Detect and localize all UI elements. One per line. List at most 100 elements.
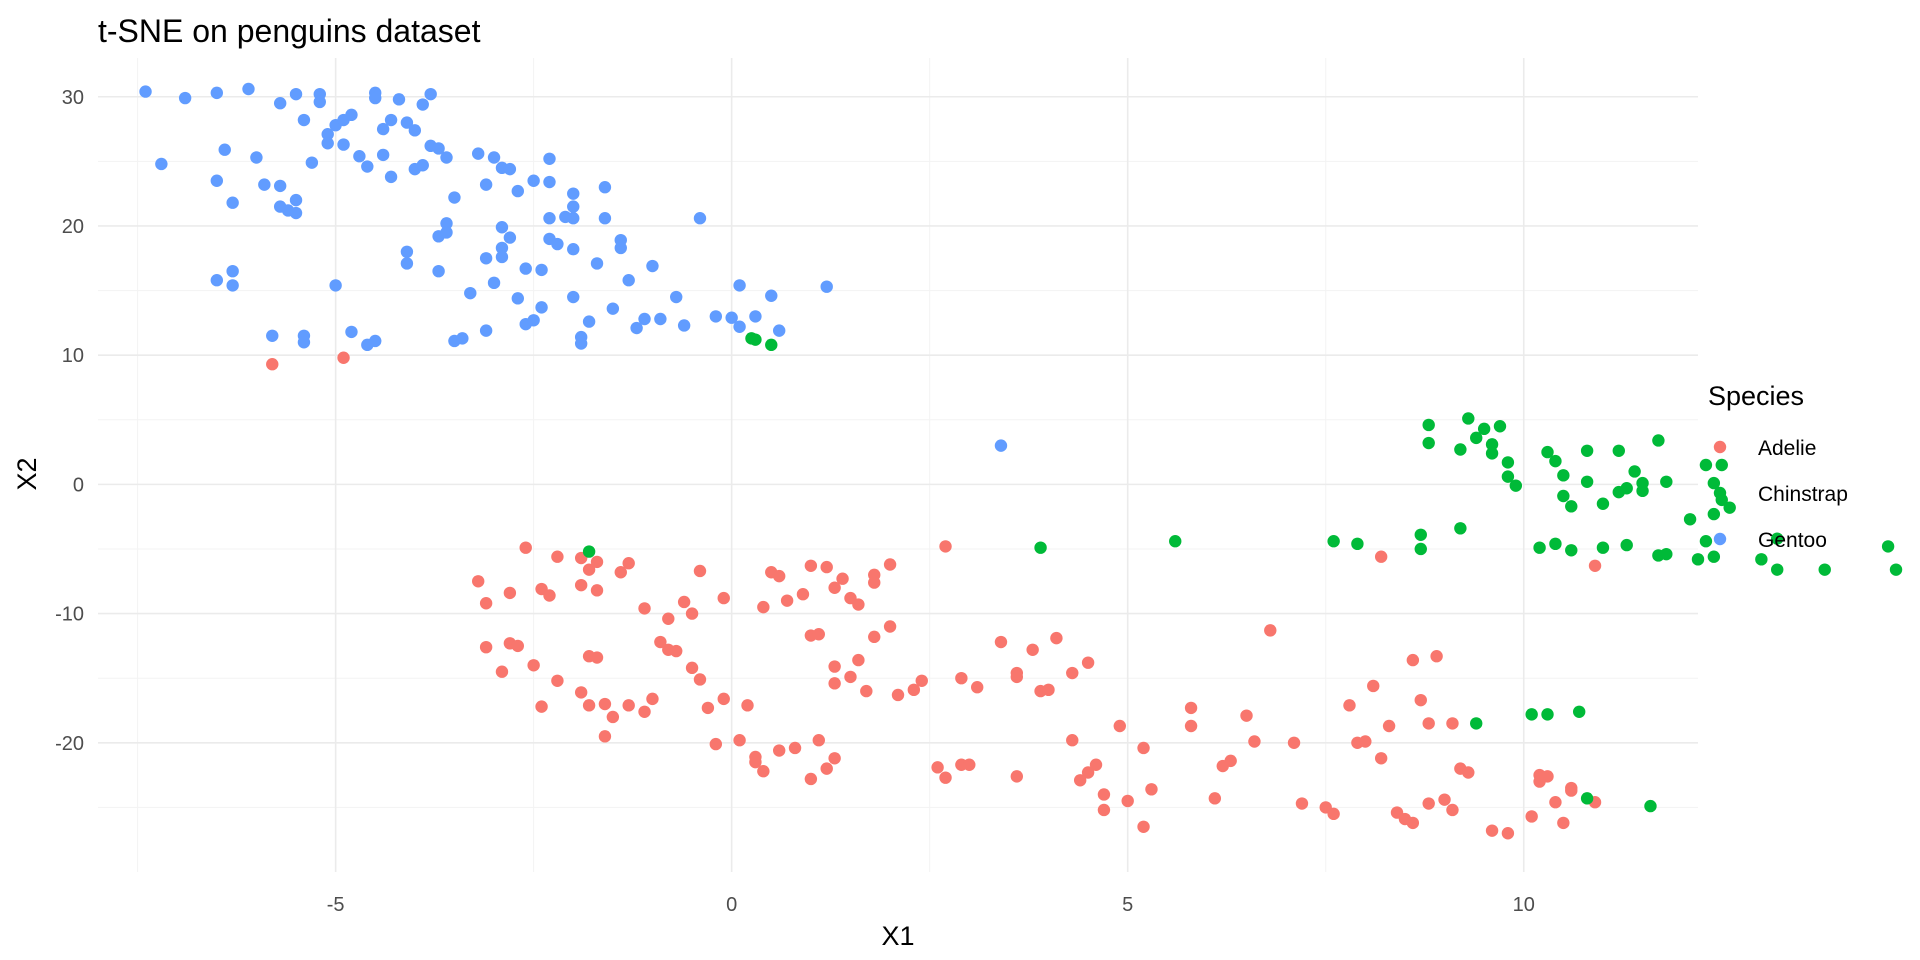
data-point <box>670 290 683 304</box>
data-point <box>590 584 604 597</box>
data-point <box>1525 708 1538 721</box>
y-tick-label: 10 <box>62 345 84 367</box>
data-point <box>226 196 239 209</box>
data-point <box>582 315 596 328</box>
data-point <box>345 325 358 339</box>
data-point <box>963 758 976 771</box>
data-point <box>994 439 1008 452</box>
data-point <box>551 237 564 251</box>
data-point <box>543 212 556 225</box>
data-point <box>670 644 683 658</box>
data-point <box>828 581 841 594</box>
data-point <box>511 184 525 198</box>
data-point <box>210 274 224 287</box>
data-point <box>361 160 374 173</box>
data-point <box>567 187 580 200</box>
data-point <box>1184 719 1198 733</box>
data-point <box>1097 803 1111 817</box>
data-point <box>376 148 390 162</box>
data-point <box>1557 816 1570 830</box>
data-point <box>725 311 738 324</box>
y-tick-label: -10 <box>55 604 84 626</box>
data-point <box>654 635 667 649</box>
data-point <box>1050 631 1063 645</box>
data-point <box>812 734 825 747</box>
data-point <box>535 263 548 277</box>
data-point <box>1588 559 1602 572</box>
data-point <box>1422 717 1435 730</box>
data-point <box>1652 434 1665 447</box>
legend-label: Adelie <box>1758 437 1816 460</box>
data-point <box>868 576 881 589</box>
data-point <box>337 351 350 364</box>
x-tick-label: 5 <box>1122 894 1133 916</box>
data-point <box>519 262 532 275</box>
data-point <box>582 545 596 558</box>
data-point <box>955 671 968 685</box>
data-point <box>622 556 635 570</box>
data-point <box>1501 827 1515 840</box>
data-point <box>1707 507 1721 521</box>
data-point <box>527 174 540 187</box>
data-point <box>400 245 414 259</box>
data-point <box>1889 563 1903 576</box>
data-point <box>479 252 493 265</box>
legend-key <box>1713 440 1727 454</box>
data-point <box>606 710 620 724</box>
y-axis-title: X2 <box>12 457 42 490</box>
data-point <box>495 241 509 255</box>
data-point <box>400 116 414 129</box>
data-point <box>1430 650 1443 663</box>
data-point <box>765 338 778 352</box>
y-tick-label: 0 <box>73 474 84 496</box>
data-point <box>757 600 770 614</box>
data-point <box>527 659 540 672</box>
axes: X1 X2 -5 0 5 10 -20 -10 0 10 20 30 <box>12 87 1535 951</box>
data-point <box>1327 535 1340 548</box>
x-tick-label: 10 <box>1513 894 1535 916</box>
data-point <box>487 151 501 164</box>
data-point <box>693 564 707 578</box>
data-point <box>733 320 746 333</box>
grid <box>98 58 1698 872</box>
data-point <box>1881 540 1895 553</box>
data-point <box>1081 656 1095 669</box>
data-point <box>685 661 699 675</box>
data-point <box>155 157 168 171</box>
data-point <box>1557 469 1570 482</box>
data-point <box>1501 456 1515 469</box>
data-point <box>677 319 691 332</box>
data-point <box>1184 701 1198 715</box>
data-point <box>424 87 437 101</box>
data-point <box>1509 479 1523 492</box>
data-point <box>1264 624 1277 637</box>
data-point <box>1414 693 1427 707</box>
data-point <box>1771 532 1784 545</box>
data-point <box>693 673 707 686</box>
data-point <box>1565 544 1578 557</box>
data-point <box>329 279 342 292</box>
data-point <box>1477 422 1491 436</box>
data-point <box>139 85 152 98</box>
x-axis-title: X1 <box>881 921 914 951</box>
data-point <box>266 358 279 371</box>
data-point <box>598 212 612 225</box>
data-point <box>456 332 469 345</box>
data-point <box>416 159 429 172</box>
data-point <box>495 665 509 678</box>
data-point <box>693 212 707 225</box>
data-point <box>622 699 635 712</box>
data-point <box>622 274 635 287</box>
data-point <box>1699 535 1713 548</box>
data-point <box>1026 643 1039 656</box>
data-point <box>907 683 921 697</box>
chart-title: t-SNE on penguins dataset <box>98 13 481 49</box>
data-point <box>471 147 485 160</box>
data-point <box>804 559 818 572</box>
data-point <box>1359 735 1372 748</box>
data-point <box>860 684 873 698</box>
data-point <box>1549 537 1562 551</box>
data-point <box>1454 443 1467 456</box>
data-point <box>479 597 493 610</box>
